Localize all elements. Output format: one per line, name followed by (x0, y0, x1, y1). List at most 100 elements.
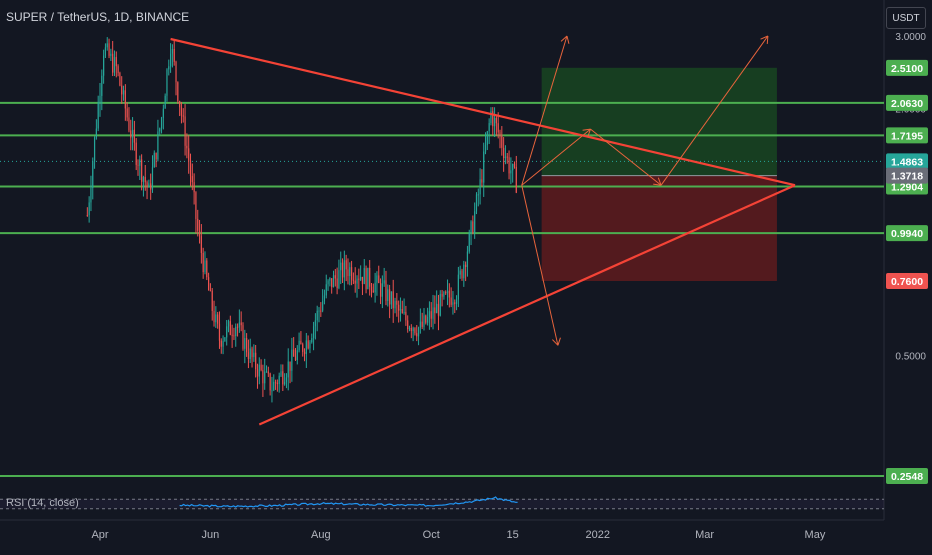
candle-body (273, 381, 275, 391)
candle-body (282, 371, 284, 385)
candle-body (171, 48, 173, 54)
candle-body (159, 128, 161, 132)
candle-body (341, 262, 344, 278)
candle-body (99, 95, 101, 103)
candle-body (128, 117, 130, 131)
candle-body (126, 108, 128, 118)
candle-body (162, 108, 164, 118)
candle-body (392, 291, 394, 309)
candle-body (396, 300, 398, 305)
candle-body (182, 115, 184, 117)
candle-body (508, 157, 510, 174)
level-price-label: 0.9940 (891, 228, 923, 240)
candle-body (457, 274, 459, 300)
candle-body (399, 309, 402, 311)
projection-arrowhead (557, 337, 561, 346)
projection-arrowhead (566, 35, 570, 44)
candle-body (198, 230, 201, 237)
candle-body (142, 177, 145, 182)
candle-body (305, 340, 307, 354)
candle-body (361, 276, 364, 285)
candle-body (365, 268, 367, 290)
candle-body (146, 182, 148, 188)
candle-body (236, 326, 239, 328)
candle-body (448, 290, 450, 298)
candle-body (486, 131, 488, 146)
candle-body (121, 85, 123, 95)
candle-body (437, 303, 440, 316)
candle-body (267, 371, 269, 374)
candle-body (445, 292, 447, 294)
candle-body (224, 337, 226, 342)
candle-body (347, 269, 349, 277)
candle-body (113, 57, 116, 73)
target-price-label: 2.5100 (891, 63, 923, 75)
candle-body (475, 194, 478, 212)
candle-body (412, 328, 414, 332)
candle-body (215, 314, 217, 323)
candle-body (253, 352, 255, 358)
candle-body (110, 53, 112, 56)
y-axis-tick-label: 0.5000 (895, 352, 926, 363)
rsi-indicator-label[interactable]: RSI (14, close) (6, 497, 79, 509)
candle-body (206, 260, 208, 278)
candle-body (211, 290, 213, 311)
currency-badge[interactable]: USDT (886, 7, 926, 29)
candle-body (360, 276, 362, 280)
candle-body (153, 152, 155, 168)
candle-body (323, 295, 326, 302)
candle-body (218, 323, 221, 341)
candle-body (477, 194, 479, 196)
candle-body (506, 156, 508, 158)
candle-body (115, 57, 117, 67)
candle-body (417, 327, 420, 337)
candle-body (186, 145, 188, 149)
trendline (170, 37, 796, 187)
projection-arrowhead (760, 35, 769, 40)
candle-body (513, 163, 516, 167)
candle-body (208, 277, 210, 291)
candle-body (276, 382, 278, 385)
x-axis-tick-label: 15 (507, 529, 519, 541)
x-axis-tick-label: Aug (311, 529, 331, 541)
x-axis-tick-label: Mar (695, 529, 714, 541)
candle-body (470, 221, 472, 233)
candle-body (108, 43, 110, 56)
candle-body (284, 381, 286, 385)
candle-body (501, 135, 503, 148)
candle-body (495, 117, 497, 124)
candle-body (472, 221, 474, 233)
rsi-band (0, 499, 884, 509)
candle-body (515, 166, 517, 193)
x-axis-tick-label: Apr (91, 529, 108, 541)
symbol-title[interactable]: SUPER / TetherUS, 1D, BINANCE (6, 10, 190, 24)
candle-body (389, 289, 391, 305)
current-price-label: 1.4863 (891, 156, 923, 168)
candle-body (303, 351, 306, 354)
candle-body (499, 132, 501, 136)
candle-body (307, 340, 309, 349)
candle-body (331, 278, 333, 288)
candle-body (189, 160, 192, 177)
candle-body (164, 95, 166, 109)
candle-body (298, 340, 300, 351)
candle-body (229, 321, 231, 335)
candle-body (193, 182, 195, 193)
candle-body (493, 117, 496, 127)
candle-body (452, 302, 454, 305)
candle-body (258, 364, 260, 377)
candle-body (184, 116, 186, 146)
candle-body (97, 102, 99, 129)
candle-body (260, 364, 262, 371)
candle-body (336, 278, 338, 288)
projection-arrowhead (587, 128, 591, 137)
candle-body (293, 349, 295, 357)
candle-body (461, 270, 463, 279)
candle-body (503, 147, 505, 159)
candle-body (285, 377, 288, 382)
candle-body (312, 326, 315, 339)
candle-body (441, 293, 443, 297)
candle-body (376, 275, 378, 283)
